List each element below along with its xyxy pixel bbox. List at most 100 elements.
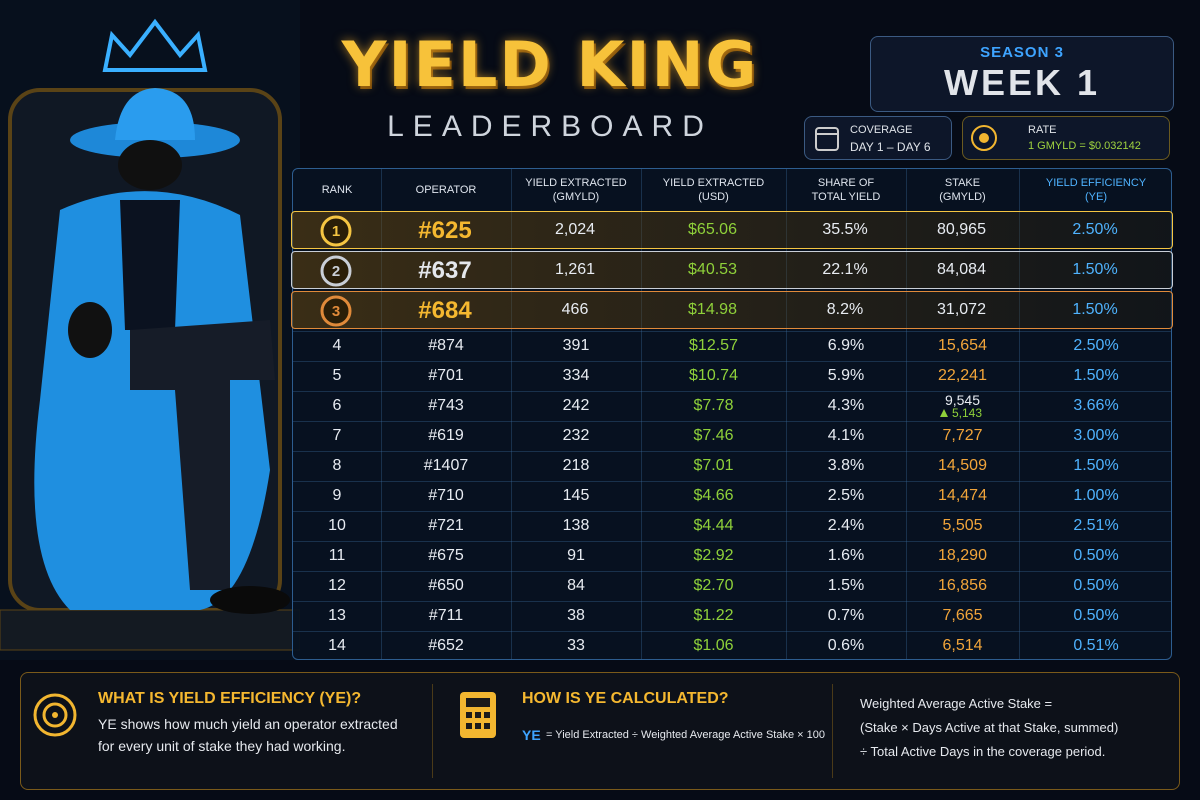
rank: 4 <box>332 337 342 355</box>
operator: #619 <box>428 427 464 445</box>
column-header: (YE) <box>1085 191 1107 203</box>
target-icon <box>33 693 77 737</box>
ye: 2.50% <box>1073 337 1119 355</box>
share: 4.1% <box>827 427 865 445</box>
column-header: OPERATOR <box>415 184 477 196</box>
rank-medal: 2 <box>320 255 352 287</box>
share: 2.5% <box>827 487 865 505</box>
ye: 1.50% <box>1072 261 1118 279</box>
gmyld: 2,024 <box>554 221 596 239</box>
week: WEEK 1 <box>943 62 1101 103</box>
how-label: YE <box>522 727 541 743</box>
usd: $4.44 <box>693 517 734 535</box>
usd: $7.46 <box>693 427 734 445</box>
stake: 18,290 <box>938 547 987 565</box>
table-row: 8 #1407 218 $7.01 3.8% 14,509 1.50% <box>293 451 1171 481</box>
rank: 10 <box>328 517 346 535</box>
share: 1.5% <box>827 577 865 595</box>
stake: 7,665 <box>942 607 983 625</box>
usd: $65.06 <box>688 221 737 239</box>
rank: 9 <box>332 487 342 505</box>
ye: 0.51% <box>1073 637 1119 655</box>
medal-ring <box>320 215 352 247</box>
usd: $40.53 <box>688 261 737 279</box>
stake: 14,509 <box>938 457 987 475</box>
column-header: STAKE <box>944 177 981 189</box>
rate-label: RATE <box>1028 124 1057 136</box>
gmyld: 33 <box>567 637 585 655</box>
column-header: TOTAL YIELD <box>811 191 881 203</box>
usd: $7.01 <box>693 457 734 475</box>
column-header: SHARE OF <box>817 177 875 189</box>
operator: #684 <box>418 296 472 324</box>
ye: 1.50% <box>1073 367 1119 385</box>
usd: $7.78 <box>693 397 734 415</box>
coverage-label: COVERAGE <box>850 124 913 136</box>
table-row: 2 #637 1,261 $40.53 22.1% 84,084 1.50% <box>291 251 1173 289</box>
stake-change-arrow <box>940 409 948 417</box>
usd: $1.06 <box>693 637 734 655</box>
share: 1.6% <box>827 547 865 565</box>
rank: 11 <box>328 547 346 565</box>
rank: 8 <box>332 457 342 475</box>
share: 5.9% <box>827 367 865 385</box>
usd: $2.70 <box>693 577 734 595</box>
column-header: (GMYLD) <box>552 191 600 203</box>
gmyld: 391 <box>562 337 590 355</box>
king-illustration <box>0 0 300 660</box>
stake: 31,072 <box>937 301 986 319</box>
divider <box>832 684 833 778</box>
ye: 1.50% <box>1073 457 1119 475</box>
stake: 7,727 <box>942 427 983 445</box>
usd: $10.74 <box>689 367 738 385</box>
coin-icon <box>971 125 997 151</box>
weighted-line: ÷ Total Active Days in the coverage peri… <box>860 744 1106 759</box>
table-row: 5 #701 334 $10.74 5.9% 22,241 1.50% <box>293 361 1171 391</box>
stake: 15,654 <box>938 337 987 355</box>
stake: 16,856 <box>938 577 987 595</box>
usd: $14.98 <box>688 301 737 319</box>
share: 0.7% <box>827 607 865 625</box>
operator: #721 <box>428 517 464 535</box>
ye: 1.00% <box>1073 487 1119 505</box>
ye: 2.50% <box>1072 221 1118 239</box>
table-row: 7 #619 232 $7.46 4.1% 7,727 3.00% <box>293 421 1171 451</box>
stake: 14,474 <box>938 487 987 505</box>
what-body: YE shows how much yield an operator extr… <box>98 716 398 732</box>
ye: 0.50% <box>1073 577 1119 595</box>
column-header: YIELD EXTRACTED <box>662 177 765 189</box>
season: SEASON 3 <box>980 44 1064 61</box>
operator: #710 <box>428 487 464 505</box>
operator: #650 <box>428 577 464 595</box>
column-divider <box>641 169 642 659</box>
operator: #675 <box>428 547 464 565</box>
weighted-line: Weighted Average Active Stake = <box>860 696 1053 711</box>
ye: 0.50% <box>1073 607 1119 625</box>
gmyld: 232 <box>562 427 590 445</box>
column-divider <box>906 169 907 659</box>
usd: $2.92 <box>693 547 734 565</box>
share: 8.2% <box>826 301 864 319</box>
share: 0.6% <box>827 637 865 655</box>
calculator-icon <box>460 692 496 738</box>
stake: 84,084 <box>937 261 986 279</box>
week-panel <box>870 36 1174 112</box>
leaderboard-table: RANK OPERATOR YIELD EXTRACTED (GMYLD) YIELD … <box>291 168 1173 660</box>
what-body: for every unit of stake they had working… <box>98 738 346 754</box>
how-formula: = Yield Extracted ÷ Weighted Average Act… <box>546 729 825 741</box>
ye: 3.00% <box>1073 427 1119 445</box>
operator: #743 <box>428 397 464 415</box>
operator: #637 <box>418 256 472 284</box>
gmyld: 1,261 <box>554 261 596 279</box>
coverage-value: DAY 1 – DAY 6 <box>850 140 931 154</box>
coverage-panel <box>804 116 952 160</box>
medal-ring <box>320 255 352 287</box>
rank-medal: 1 <box>320 215 352 247</box>
gmyld: 138 <box>562 517 590 535</box>
operator: #874 <box>428 337 464 355</box>
column-header: YIELD EFFICIENCY <box>1045 177 1147 189</box>
stake: 5,505 <box>942 517 983 535</box>
column-header: (GMYLD) <box>939 191 986 203</box>
table-row: 12 #650 84 $2.70 1.5% 16,856 0.50% <box>293 571 1171 601</box>
